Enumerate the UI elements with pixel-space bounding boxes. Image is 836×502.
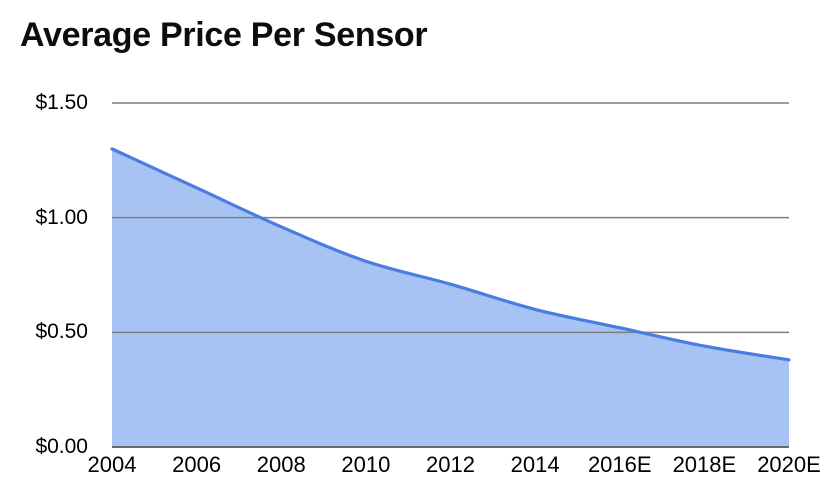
x-axis-tick-label: 2010: [341, 452, 391, 477]
x-axis-tick-label: 2018E: [672, 452, 737, 477]
y-axis-tick-label: $0.50: [35, 320, 88, 344]
x-axis-tick-label: 2008: [256, 452, 306, 477]
y-axis-tick-label: $0.00: [35, 435, 88, 458]
x-axis-tick-label: 2016E: [587, 452, 652, 477]
series-line: [110, 147, 791, 362]
x-axis-tick-label: 2014: [510, 452, 560, 477]
x-axis-tick-label: 2004: [87, 452, 137, 477]
x-axis-tick-label: 2006: [172, 452, 222, 477]
y-axis-tick-label: $1.00: [35, 205, 88, 229]
x-axis-tick-label: 2012: [426, 452, 475, 477]
x-axis-tick-label: 2020E: [757, 452, 821, 477]
y-axis-tick-label: $1.50: [35, 91, 88, 114]
chart-title: Average Price Per Sensor: [20, 16, 428, 54]
series-area-fill: [112, 148, 789, 447]
